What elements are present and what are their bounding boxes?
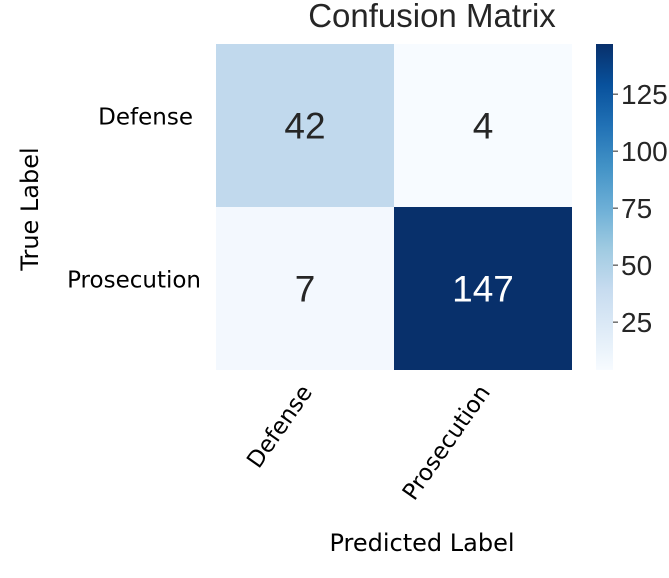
chart-title: Confusion Matrix [308, 0, 556, 34]
heatmap-cells [216, 44, 572, 370]
heatmap-cell [394, 207, 572, 370]
cell-value-label: 7 [295, 269, 316, 310]
heatmap-cell [216, 44, 394, 207]
x-axis-label: Predicted Label [329, 529, 514, 557]
cell-value-label: 147 [452, 269, 514, 310]
cell-value-label: 42 [284, 106, 325, 147]
colorbar-tick-label: 25 [621, 307, 652, 338]
colorbar [596, 44, 613, 370]
heatmap-cell [394, 44, 572, 207]
y-axis-label: True Label [16, 147, 44, 271]
y-tick-labels: Defense Prosecution [67, 105, 201, 294]
x-tick-labels: Defense Prosecution [242, 381, 496, 506]
x-tick-label: Prosecution [398, 381, 496, 506]
x-tick-label: Defense [242, 381, 318, 474]
cell-value-label: 4 [473, 106, 494, 147]
colorbar-tick-label: 50 [621, 250, 652, 281]
colorbar-tick-label: 100 [621, 136, 668, 167]
y-tick-label: Prosecution [67, 268, 201, 294]
colorbar-tick-label: 75 [621, 193, 652, 224]
y-tick-label: Defense [98, 105, 193, 131]
colorbar-tick-label: 125 [621, 79, 668, 110]
heatmap-cell-labels: 42 4 7 147 [284, 106, 513, 310]
heatmap-cell [216, 207, 394, 370]
colorbar-ticks: 25 50 75 100 125 [613, 79, 668, 338]
